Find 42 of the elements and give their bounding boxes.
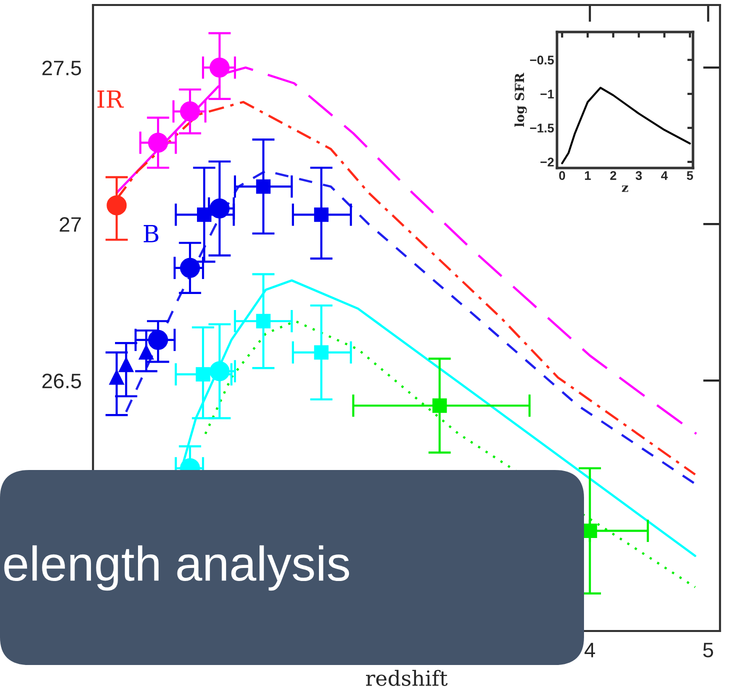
y-tick-label: −2 <box>540 158 554 166</box>
point <box>139 345 154 360</box>
x-tick-label: 0 <box>559 171 566 180</box>
x-tick-label: 1 <box>584 171 591 180</box>
point <box>582 524 598 538</box>
y-tick-label: 27 <box>60 217 81 232</box>
x-axis-title: z <box>622 185 628 192</box>
x-tick-label: 2 <box>610 171 616 180</box>
y-axis-title: log SFR <box>514 72 527 127</box>
point <box>432 398 447 413</box>
y-tick-label: 27.5 <box>42 60 82 76</box>
point <box>256 314 271 328</box>
point <box>256 179 271 194</box>
point <box>196 367 210 382</box>
point <box>106 195 127 216</box>
point <box>210 361 230 382</box>
point <box>118 358 134 372</box>
x-tick-label: 3 <box>636 171 642 180</box>
x-tick-label: 5 <box>686 171 694 180</box>
y-tick-label: −1.5 <box>530 124 554 133</box>
point <box>210 58 230 78</box>
point <box>180 258 200 278</box>
point <box>314 207 329 222</box>
point <box>148 132 168 153</box>
x-tick-label: 5 <box>703 642 714 658</box>
point <box>148 330 168 350</box>
y-tick-label: −0.5 <box>530 56 554 65</box>
y-tick-label: 26.5 <box>42 374 82 388</box>
point <box>109 370 124 385</box>
x-tick-label: 4 <box>584 642 596 658</box>
x-tick-label: 4 <box>661 171 668 180</box>
point <box>180 101 200 122</box>
point <box>210 198 230 218</box>
line-series <box>125 170 696 485</box>
line-series <box>561 86 691 164</box>
y-tick-label: −1 <box>540 90 554 98</box>
series-label: B <box>144 225 158 242</box>
point <box>314 345 329 360</box>
point <box>196 207 212 222</box>
annotation: elength analysis <box>4 545 350 591</box>
text: IR <box>97 90 124 108</box>
x-axis-title: redshift <box>366 670 448 686</box>
